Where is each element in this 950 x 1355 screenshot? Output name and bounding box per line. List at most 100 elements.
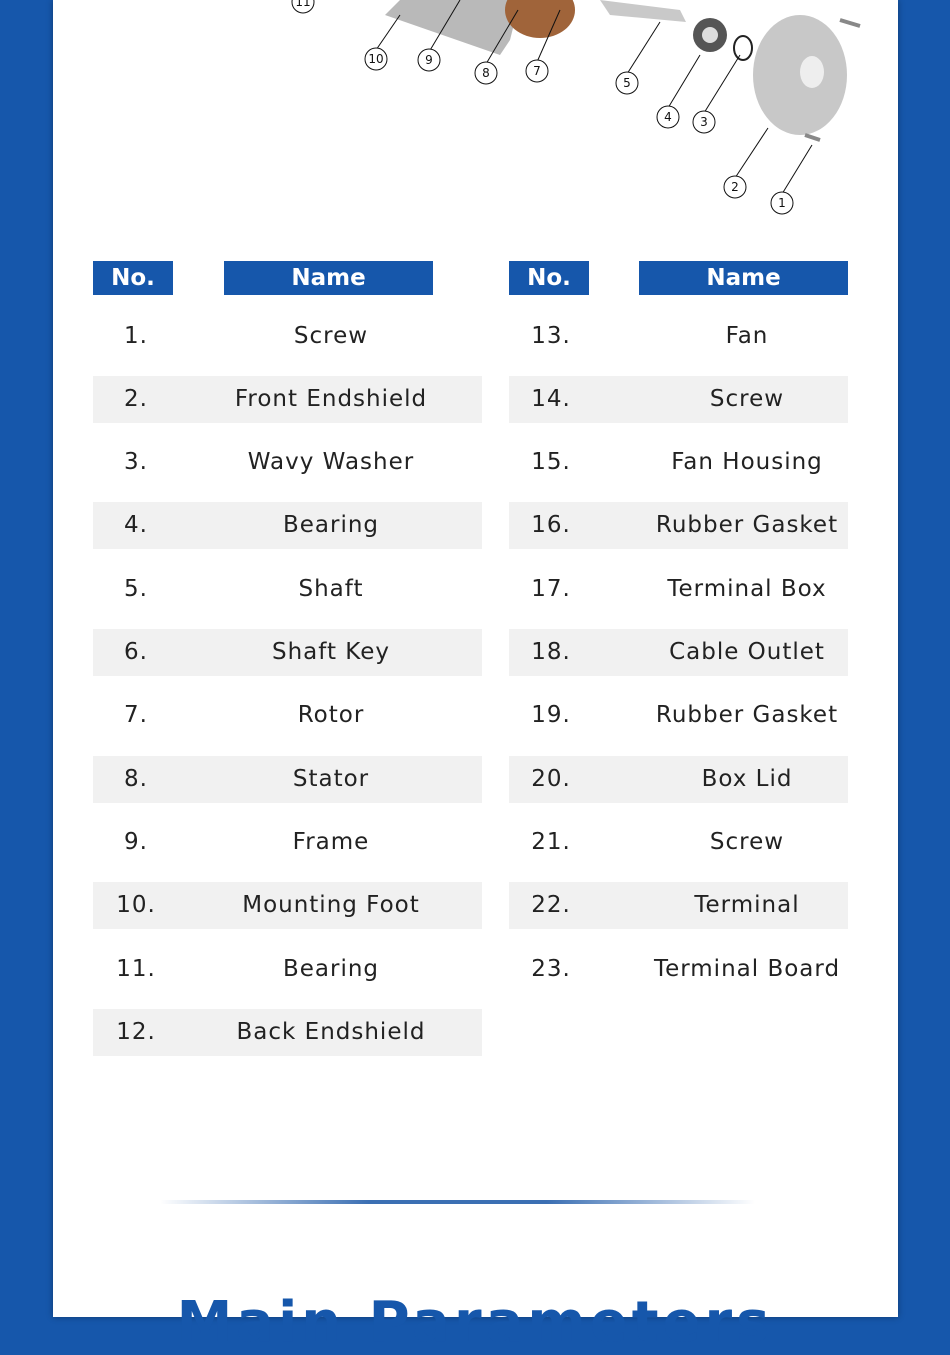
part-name: Terminal <box>694 892 800 919</box>
part-name: Frame <box>292 828 370 855</box>
header-no-left: No. <box>93 261 173 295</box>
table-row: 14. Screw <box>509 375 848 423</box>
table-row: 3. Wavy Washer <box>93 439 482 486</box>
table-row: 17. Terminal Box <box>509 566 848 613</box>
callout-9: 9 <box>417 48 441 72</box>
callout-3: 3 <box>692 110 716 134</box>
table-row: 21. Screw <box>509 819 848 866</box>
part-name: Terminal Board <box>653 955 841 982</box>
part-number: 12. <box>116 1018 156 1045</box>
table-row: 5. Shaft <box>93 566 482 613</box>
table-row: 13. Fan <box>509 313 848 360</box>
front-endshield <box>753 15 847 135</box>
wavy-washer <box>733 35 753 61</box>
motor-parts-illustration <box>385 0 861 142</box>
callout-11: 11 <box>291 0 315 14</box>
table-row: 18. Cable Outlet <box>509 629 848 676</box>
part-name: Stator <box>292 765 370 792</box>
part-number: 20. <box>531 765 571 792</box>
table-row: 11. Bearing <box>93 946 482 993</box>
table-row: 6. Shaft Key <box>93 629 482 676</box>
svg-text:3: 3 <box>700 115 708 129</box>
part-number: 18. <box>531 639 571 665</box>
part-name: Mounting Foot <box>242 892 420 919</box>
table-row: 16. Rubber Gasket <box>509 502 848 550</box>
table-row: 15. Fan Housing <box>509 439 848 486</box>
part-number: 13. <box>531 322 571 349</box>
header-name-left: Name <box>224 261 433 295</box>
part-number: 9. <box>124 828 148 855</box>
part-name: Wavy Washer <box>247 449 415 476</box>
part-number: 4. <box>124 512 148 539</box>
section-title: Main Parameters <box>176 1290 774 1355</box>
part-number: 7. <box>124 702 148 729</box>
part-number: 23. <box>531 955 571 982</box>
shaft <box>600 0 686 22</box>
part-name: Shaft Key <box>272 639 390 665</box>
svg-text:7: 7 <box>533 64 541 78</box>
table-row: 19. Rubber Gasket <box>509 692 848 739</box>
callout-4: 4 <box>656 105 680 129</box>
part-name: Screw <box>709 828 785 855</box>
table-row: 22. Terminal <box>509 882 848 930</box>
table-row: 20. Box Lid <box>509 755 848 803</box>
section-divider <box>160 1200 755 1204</box>
part-number: 15. <box>531 449 571 476</box>
mounting-foot <box>385 0 520 55</box>
callout-5: 5 <box>615 71 639 95</box>
exploded-motor-diagram: 11 10 9 8 7 5 4 3 2 1 <box>291 0 861 215</box>
part-number: 19. <box>531 702 571 729</box>
svg-text:9: 9 <box>425 53 433 67</box>
callout-10: 10 <box>364 47 388 71</box>
table-row: 1. Screw <box>93 313 482 360</box>
part-number: 22. <box>531 892 571 919</box>
part-number: 3. <box>124 449 148 476</box>
callout-1: 1 <box>770 191 794 215</box>
header-name-right: Name <box>639 261 848 295</box>
svg-text:8: 8 <box>482 66 490 80</box>
table-row: 8. Stator <box>93 755 482 803</box>
table-row: 7. Rotor <box>93 692 482 739</box>
svg-text:10: 10 <box>368 52 383 66</box>
part-name: Screw <box>293 322 369 349</box>
part-name: Bearing <box>282 512 380 539</box>
callout-2: 2 <box>723 175 747 199</box>
svg-text:2: 2 <box>731 180 739 194</box>
part-name: Fan Housing <box>671 449 823 476</box>
part-name: Front Endshield <box>234 385 428 412</box>
part-name: Back Endshield <box>236 1018 426 1045</box>
part-number: 6. <box>124 639 148 665</box>
table-row: 4. Bearing <box>93 502 482 550</box>
part-name: Screw <box>709 385 785 412</box>
part-name: Cable Outlet <box>669 639 825 665</box>
part-name: Rotor <box>297 702 365 729</box>
part-name: Bearing <box>282 955 380 982</box>
part-number: 10. <box>116 892 156 919</box>
part-number: 5. <box>124 575 148 602</box>
table-row: 2. Front Endshield <box>93 375 482 423</box>
header-no-right: No. <box>509 261 589 295</box>
svg-text:11: 11 <box>295 0 310 9</box>
svg-text:5: 5 <box>623 76 631 90</box>
part-number: 14. <box>531 385 571 412</box>
part-name: Rubber Gasket <box>655 512 839 539</box>
table-row: 12. Back Endshield <box>93 1008 482 1056</box>
part-number: 16. <box>531 512 571 539</box>
part-name: Terminal Box <box>667 575 827 602</box>
table-row: 9. Frame <box>93 819 482 866</box>
part-name: Shaft <box>298 575 364 602</box>
part-name: Box Lid <box>701 765 793 792</box>
part-name: Rubber Gasket <box>655 702 839 729</box>
table-row: 10. Mounting Foot <box>93 882 482 930</box>
part-number: 17. <box>531 575 571 602</box>
callout-8: 8 <box>474 61 498 85</box>
part-number: 21. <box>531 828 571 855</box>
part-number: 11. <box>116 955 156 982</box>
callout-7: 7 <box>525 59 549 83</box>
part-number: 2. <box>124 385 148 412</box>
svg-text:4: 4 <box>664 110 672 124</box>
table-row: 23. Terminal Board <box>509 946 848 993</box>
part-name: Fan <box>725 322 769 349</box>
part-number: 8. <box>124 765 148 792</box>
svg-text:1: 1 <box>778 196 786 210</box>
